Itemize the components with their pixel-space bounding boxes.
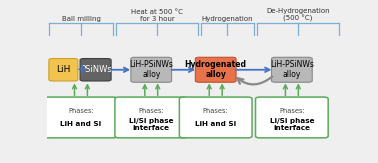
- Text: Phases:: Phases:: [138, 108, 164, 114]
- Text: LiH-PSiNWs
alloy: LiH-PSiNWs alloy: [270, 60, 314, 80]
- Text: Ball milling: Ball milling: [62, 16, 101, 22]
- FancyBboxPatch shape: [180, 97, 252, 138]
- Text: Heat at 500 °C
for 3 hour: Heat at 500 °C for 3 hour: [131, 9, 183, 22]
- Text: Phases:: Phases:: [203, 108, 229, 114]
- FancyBboxPatch shape: [195, 57, 236, 82]
- FancyBboxPatch shape: [80, 59, 111, 81]
- FancyBboxPatch shape: [256, 97, 328, 138]
- Text: De-Hydrogenation
(500 °C): De-Hydrogenation (500 °C): [266, 8, 330, 22]
- FancyBboxPatch shape: [49, 59, 78, 81]
- Text: +: +: [76, 63, 87, 76]
- Text: Li/Si phase
interface: Li/Si phase interface: [129, 118, 174, 131]
- Text: LiH: LiH: [56, 65, 71, 74]
- Text: LiH and Si: LiH and Si: [195, 121, 236, 127]
- FancyBboxPatch shape: [45, 97, 117, 138]
- FancyBboxPatch shape: [131, 57, 172, 82]
- Text: Li/Si phase
interface: Li/Si phase interface: [270, 118, 314, 131]
- Text: Phases:: Phases:: [279, 108, 305, 114]
- Text: Phases:: Phases:: [68, 108, 94, 114]
- Text: Hydrogenation: Hydrogenation: [201, 16, 253, 22]
- FancyBboxPatch shape: [271, 57, 312, 82]
- Text: LiH-PSiNWs
alloy: LiH-PSiNWs alloy: [129, 60, 173, 80]
- Text: PSiNWs: PSiNWs: [80, 65, 112, 74]
- Text: LiH and Si: LiH and Si: [60, 121, 102, 127]
- FancyBboxPatch shape: [115, 97, 187, 138]
- Text: Hydrogenated
alloy: Hydrogenated alloy: [185, 60, 247, 80]
